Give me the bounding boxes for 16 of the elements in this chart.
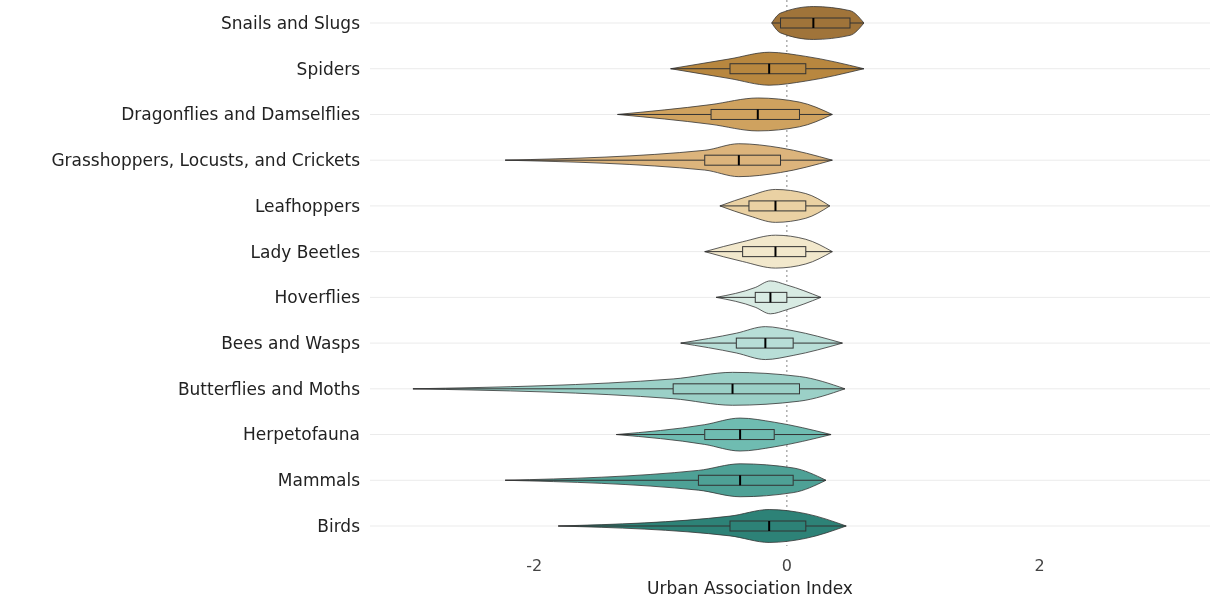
x-axis-title: Urban Association Index — [647, 578, 853, 598]
y-tick-label: Grasshoppers, Locusts, and Crickets — [51, 150, 361, 171]
y-tick-label: Snails and Slugs — [220, 12, 361, 33]
y-tick-label: Mammals — [277, 470, 361, 491]
y-tick-label: Butterflies and Moths — [177, 378, 361, 399]
y-tick-label: Dragonflies and Damselflies — [121, 104, 361, 125]
x-tick-label: 0 — [781, 556, 792, 575]
y-tick-label: Leafhoppers — [254, 195, 361, 216]
x-tick-label: 2 — [1034, 556, 1045, 575]
y-tick-label: Bees and Wasps — [221, 333, 361, 354]
y-tick-label: Herpetofauna — [243, 424, 360, 445]
y-tick-label: Hoverflies — [274, 287, 361, 308]
x-tick-label: -2 — [526, 556, 543, 575]
y-tick-label: Spiders — [296, 58, 361, 79]
y-tick-label: Lady Beetles — [250, 241, 361, 262]
y-tick-label: Birds — [317, 515, 361, 536]
